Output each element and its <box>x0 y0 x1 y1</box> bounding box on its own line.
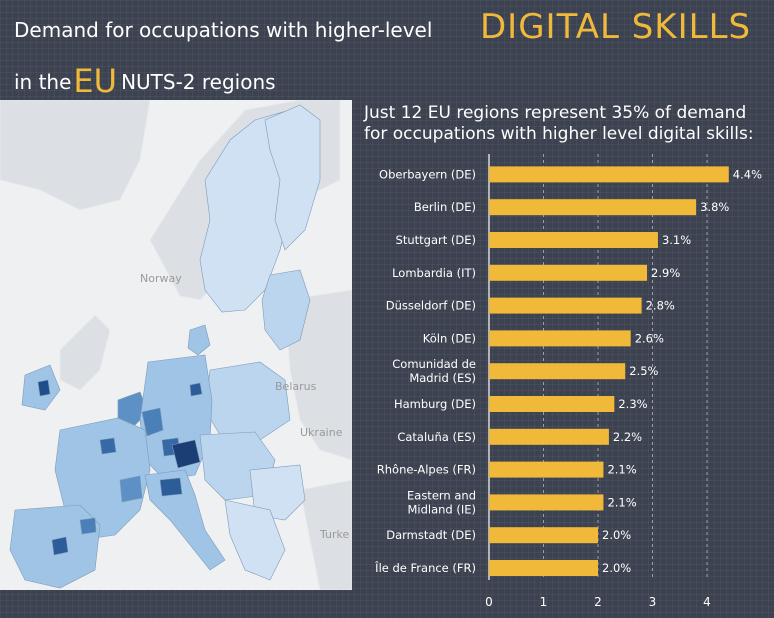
category-label-line: Berlin (DE) <box>414 200 476 214</box>
category-label: Cataluña (ES) <box>397 430 476 444</box>
category-label: Darmstadt (DE) <box>386 528 476 542</box>
x-tick-label: 1 <box>540 595 548 609</box>
region-rhone-alpes <box>119 475 143 503</box>
bar-value-label: 3.1% <box>662 233 691 247</box>
eu-map-svg: Norway Belarus Ukraine Turke <box>0 100 352 590</box>
bar <box>489 396 615 412</box>
category-label: Köln (DE) <box>423 331 476 345</box>
region-finland <box>264 104 321 251</box>
category-label-line: Darmstadt (DE) <box>386 528 476 542</box>
bar <box>489 166 729 183</box>
bar <box>489 363 626 380</box>
bar-value-label: 4.4% <box>733 167 762 181</box>
highlight-eu: EU <box>73 62 118 100</box>
category-label: Hamburg (DE) <box>394 397 476 411</box>
category-label-line: Comunidad de <box>392 357 476 371</box>
category-label-line: Köln (DE) <box>423 331 476 345</box>
bar <box>489 428 609 445</box>
region-poland <box>204 361 291 441</box>
bar-value-label: 2.9% <box>651 266 680 280</box>
bar <box>489 560 598 576</box>
bar <box>489 297 642 314</box>
region-baltics <box>261 269 311 351</box>
category-label-line: Île de France (FR) <box>374 560 476 575</box>
region-madrid <box>51 536 69 556</box>
bar <box>489 527 598 544</box>
bar-value-label: 3.8% <box>700 200 729 214</box>
bar <box>489 264 648 281</box>
category-label-line: Düsseldorf (DE) <box>386 299 476 313</box>
category-label: Lombardia (IT) <box>392 266 476 280</box>
page-title: Demand for occupations with higher-level <box>14 18 433 42</box>
region-cataluna <box>79 517 97 535</box>
chart-subtitle: Just 12 EU regions represent 35% of dema… <box>364 103 754 144</box>
bar-value-label: 2.1% <box>607 463 636 477</box>
bar <box>489 330 631 347</box>
eu-map: Norway Belarus Ukraine Turke <box>0 100 352 590</box>
bar-value-label: 2.8% <box>646 299 675 313</box>
category-label: Düsseldorf (DE) <box>386 299 476 313</box>
category-label: Eastern and Midland (IE) <box>407 488 476 516</box>
bar <box>489 461 604 478</box>
category-label-line: Eastern and <box>407 488 476 502</box>
bar-value-label: 2.0% <box>602 561 631 575</box>
region-ile-de-france <box>99 437 117 455</box>
category-label-line: Lombardia (IT) <box>392 266 476 280</box>
title-line-2: in theEU NUTS-2 regions <box>14 62 276 97</box>
region-ireland-east <box>37 379 51 397</box>
map-label-belarus: Belarus <box>275 380 317 393</box>
category-label-line: Madrid (ES) <box>409 371 476 385</box>
category-label: Comunidad de Madrid (ES) <box>392 357 476 385</box>
category-label-line: Rhône-Alpes (FR) <box>377 463 476 477</box>
category-label: Île de France (FR) <box>374 560 476 575</box>
category-label-line: Hamburg (DE) <box>394 397 476 411</box>
x-tick-label: 3 <box>649 595 657 609</box>
map-label-turkey: Turke <box>319 528 350 541</box>
bar-value-label: 2.2% <box>613 430 642 444</box>
category-label: Rhône-Alpes (FR) <box>377 463 476 477</box>
title-prefix: in the <box>14 70 72 94</box>
bar <box>489 232 658 248</box>
category-label-line: Stuttgart (DE) <box>396 233 476 247</box>
category-label: Oberbayern (DE) <box>379 167 476 181</box>
region-rhineland <box>141 407 164 437</box>
bar-value-label: 2.5% <box>629 364 658 378</box>
bar-chart: 0 1 2 3 4 4.4% Oberbayern (DE) 3.8% Berlin (DE) 3… <box>374 154 762 609</box>
title-suffix: NUTS-2 regions <box>121 70 276 94</box>
map-label-ukraine: Ukraine <box>300 426 343 439</box>
bar-value-label: 2.1% <box>607 495 636 509</box>
region-denmark <box>187 324 211 356</box>
region-oberbayern <box>171 439 201 469</box>
region-balkans <box>224 499 286 581</box>
bar-value-label: 2.0% <box>602 528 631 542</box>
map-label-norway: Norway <box>140 272 182 285</box>
highlight-digital-skills: DIGITAL SKILLS <box>480 7 752 47</box>
region-berlin <box>189 382 203 397</box>
bar-value-label: 2.6% <box>635 331 664 345</box>
bar-value-label: 2.3% <box>618 397 647 411</box>
category-label: Berlin (DE) <box>414 200 476 214</box>
title-line-1: Demand for occupations with higher-level <box>14 20 432 40</box>
category-label-line: Midland (IE) <box>407 502 476 516</box>
category-label-line: Oberbayern (DE) <box>379 167 476 181</box>
x-tick-label: 2 <box>594 595 602 609</box>
x-tick-label: 0 <box>485 595 493 609</box>
category-label: Stuttgart (DE) <box>396 233 476 247</box>
bar <box>489 494 604 511</box>
bar <box>489 199 697 216</box>
category-label-line: Cataluña (ES) <box>397 430 476 444</box>
x-tick-label: 4 <box>703 595 711 609</box>
region-lombardia <box>159 477 183 497</box>
eu-regions <box>9 104 321 589</box>
